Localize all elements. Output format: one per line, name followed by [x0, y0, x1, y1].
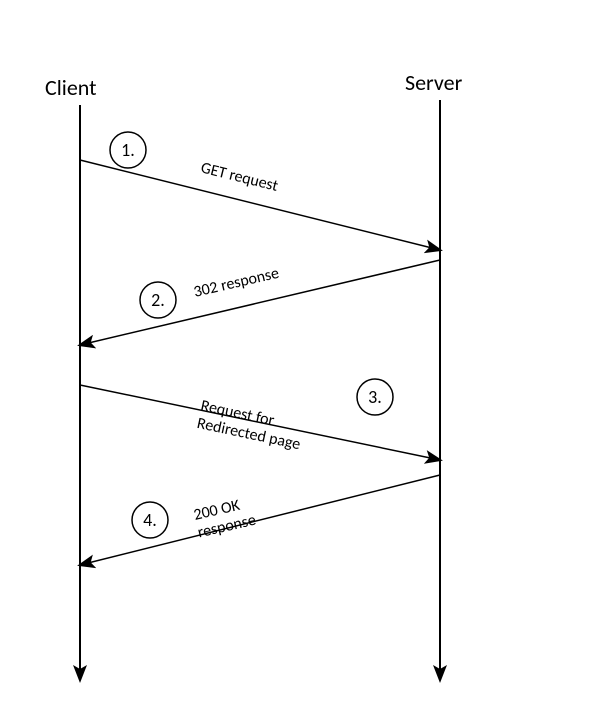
- step-number: 3.: [368, 386, 382, 408]
- step-number: 1.: [121, 139, 135, 161]
- message-4: 4. 200 OKresponse: [80, 475, 440, 565]
- message-label: GET request: [199, 158, 281, 196]
- client-label: Client: [45, 74, 97, 101]
- step-number: 2.: [151, 289, 165, 311]
- message-label: 302 response: [192, 264, 281, 302]
- message-3: 3. Request forRedirected page: [80, 379, 440, 460]
- message-2: 2. 302 response: [80, 260, 440, 345]
- server-label: Server: [405, 69, 463, 96]
- message-label: 200 OKresponse: [192, 493, 258, 542]
- svg-text:GET request: GET request: [199, 158, 281, 196]
- message-label: Request forRedirected page: [195, 396, 306, 454]
- svg-text:302 response: 302 response: [192, 264, 281, 302]
- message-1: 1. GET request: [80, 132, 440, 250]
- sequence-diagram: Client Server 1. GET request 2. 302 response 3…: [0, 0, 590, 702]
- step-number: 4.: [143, 509, 157, 531]
